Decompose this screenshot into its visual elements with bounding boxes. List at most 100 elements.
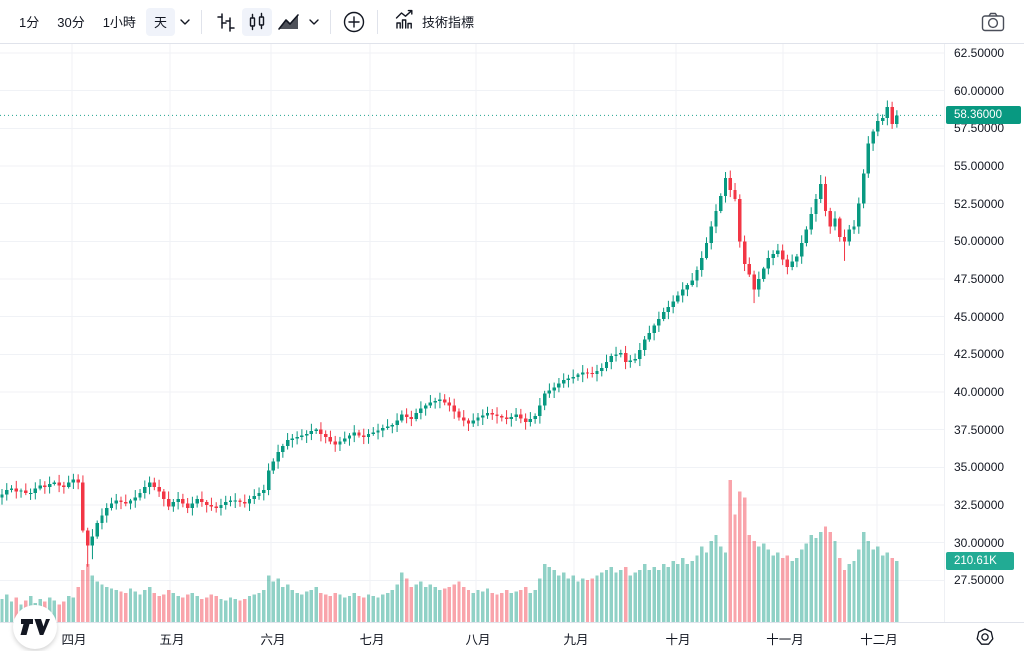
volume-bar: [5, 594, 9, 622]
interval-dropdown-chevron-icon[interactable]: [176, 8, 194, 36]
candle-body: [214, 506, 218, 508]
indicators-label: 技術指標: [421, 15, 474, 30]
chart-style-chevron-icon[interactable]: [305, 8, 323, 36]
interval-button-1d[interactable]: 天: [145, 7, 175, 36]
time-tick-label: 十一月: [766, 633, 804, 647]
compare-add-icon[interactable]: [339, 8, 369, 36]
candle-body: [547, 390, 552, 394]
candle-body: [19, 490, 23, 492]
candle-body: [390, 425, 395, 427]
candle-body: [614, 354, 618, 356]
chart-pane[interactable]: [0, 44, 944, 649]
candle-body: [804, 229, 809, 243]
candle-body: [500, 416, 504, 418]
volume-bar: [661, 564, 666, 622]
candle-body: [628, 360, 633, 362]
candle-body: [228, 500, 233, 502]
volume-bar: [376, 597, 380, 622]
volume-bar: [528, 593, 533, 622]
candle-body: [504, 417, 509, 420]
volume-bar: [652, 566, 656, 622]
volume-bar: [871, 549, 875, 622]
candle-body: [343, 438, 347, 442]
candlestick-style-icon[interactable]: [241, 7, 272, 36]
interval-button-1m[interactable]: 1分: [19, 15, 40, 30]
volume-bar: [228, 597, 233, 622]
volume-bar: [633, 572, 637, 622]
candle-body: [542, 393, 547, 406]
candle-body: [695, 269, 699, 281]
volume-bar: [457, 581, 461, 622]
candle-body: [895, 115, 899, 124]
volume-bar: [243, 598, 247, 622]
candle-body: [747, 263, 752, 275]
volume-bar: [676, 564, 680, 622]
volume-bar: [790, 561, 794, 622]
volume-bar: [462, 587, 466, 622]
candle-body: [381, 428, 385, 431]
time-axis[interactable]: 四月 五月 六月 七月 八月 九月 十月 十一月 十二月: [0, 622, 1024, 651]
interval-button-30m[interactable]: 30分: [57, 15, 85, 30]
candle-body: [400, 414, 404, 421]
volume-bar: [628, 575, 633, 622]
area-chart-style-icon[interactable]: [274, 8, 304, 36]
candle-body: [38, 485, 42, 489]
bar-chart-style-icon[interactable]: [210, 8, 240, 36]
candle-body: [457, 411, 461, 418]
price-tick-label: 60.00000: [954, 83, 1005, 98]
candle-body: [124, 501, 128, 504]
volume-bar: [685, 564, 690, 622]
price-tick-label: 50.00000: [954, 234, 1005, 249]
tradingview-logo[interactable]: [13, 605, 57, 649]
candle-body: [647, 333, 652, 340]
volume-bar: [833, 540, 837, 622]
volume-bar: [742, 497, 747, 622]
volume-bar: [809, 535, 813, 622]
interval-button-1h[interactable]: 1小時: [102, 15, 136, 30]
candle-body: [709, 226, 713, 243]
candle-body: [71, 479, 76, 483]
volume-bar: [485, 588, 490, 622]
volume-bar: [214, 595, 218, 622]
candle-body: [728, 178, 732, 191]
volume-bar: [128, 588, 133, 622]
volume-bar: [100, 584, 104, 622]
candle-body: [285, 440, 290, 447]
volume-bar: [414, 584, 418, 622]
price-axis[interactable]: 58.36000 210.61K 62.50000 60.00000 57.5000…: [944, 44, 1024, 622]
candle-body: [557, 383, 561, 388]
volume-bar: [666, 566, 671, 622]
candle-body: [438, 399, 442, 402]
indicators-button[interactable]: 技術指標: [385, 8, 482, 36]
candle-body: [880, 117, 885, 121]
candle-body: [795, 256, 799, 262]
price-tick-label: 37.50000: [954, 422, 1005, 437]
candle-body: [761, 268, 766, 279]
candle-body: [257, 492, 261, 496]
candle-body: [633, 358, 637, 361]
volume-bar: [542, 564, 547, 622]
volume-bar: [533, 590, 537, 622]
volume-bar: [71, 597, 76, 622]
candle-body: [5, 489, 9, 495]
candle-body: [462, 417, 466, 421]
candle-body: [471, 420, 475, 424]
price-tick-label: 42.50000: [954, 347, 1005, 362]
candle-body: [561, 379, 566, 384]
candle-body: [585, 372, 590, 374]
candle-body: [100, 515, 104, 524]
volume-bar: [76, 587, 80, 622]
candlestick-chart-canvas[interactable]: [0, 44, 944, 622]
candle-body: [785, 259, 790, 267]
axis-settings-gear-icon[interactable]: [976, 628, 994, 646]
time-tick-label: 六月: [260, 633, 286, 647]
candle-body: [304, 434, 309, 436]
candle-body: [81, 482, 85, 531]
candle-body: [47, 483, 52, 487]
volume-bar: [799, 549, 804, 622]
volume-bar: [604, 569, 609, 622]
volume-bar: [314, 587, 318, 622]
snapshot-camera-icon[interactable]: [976, 8, 1010, 36]
time-tick-label: 十二月: [860, 633, 898, 647]
candle-body: [776, 250, 780, 255]
